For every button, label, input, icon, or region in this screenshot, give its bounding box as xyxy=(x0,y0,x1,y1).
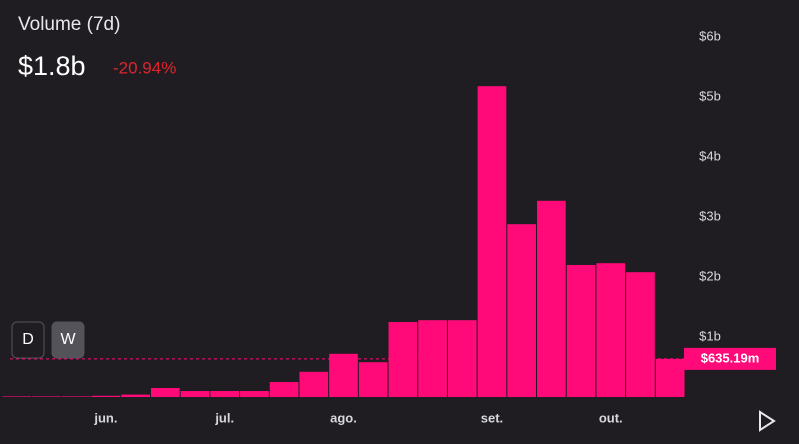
x-tick-label: jul. xyxy=(214,410,234,425)
bar xyxy=(655,358,685,397)
y-tick-label: $6b xyxy=(699,28,721,43)
bar xyxy=(32,396,61,397)
bar xyxy=(299,371,329,397)
interval-button-label[interactable]: D xyxy=(22,331,34,348)
headline-value: $1.8b xyxy=(18,51,86,81)
bar xyxy=(240,391,269,397)
chart-title: Volume (7d) xyxy=(18,14,120,35)
x-tick-label: jun. xyxy=(93,410,117,425)
play-button[interactable] xyxy=(759,410,776,432)
bar xyxy=(507,224,537,397)
y-tick-label: $2b xyxy=(699,268,721,283)
bar xyxy=(566,265,596,397)
bar xyxy=(358,362,388,397)
last-value-tag xyxy=(684,347,776,370)
bar xyxy=(61,396,91,397)
bar xyxy=(91,395,121,397)
interval-button-label[interactable]: W xyxy=(60,331,76,348)
interval-button[interactable] xyxy=(51,321,85,359)
y-tick-label: $4b xyxy=(699,148,721,163)
bar xyxy=(388,322,418,397)
x-tick-label: ago. xyxy=(330,410,357,425)
bar xyxy=(121,394,150,397)
bar xyxy=(210,391,240,397)
change: -20.94% xyxy=(113,58,176,77)
bar xyxy=(596,263,626,397)
bar xyxy=(329,353,358,397)
bar xyxy=(269,382,299,397)
x-tick-label: set. xyxy=(481,410,503,425)
bar xyxy=(477,86,507,397)
y-tick-label: $1b xyxy=(699,328,721,343)
bar xyxy=(537,200,566,397)
bar xyxy=(180,391,210,397)
bar xyxy=(2,396,32,397)
interval-button[interactable] xyxy=(11,321,45,359)
last-value-label: $635.19m xyxy=(701,350,760,365)
x-tick-label: out. xyxy=(599,410,623,425)
y-tick-label: $3b xyxy=(699,208,721,223)
bar xyxy=(150,388,180,397)
bar xyxy=(626,272,655,397)
y-tick-label: $5b xyxy=(699,88,721,103)
